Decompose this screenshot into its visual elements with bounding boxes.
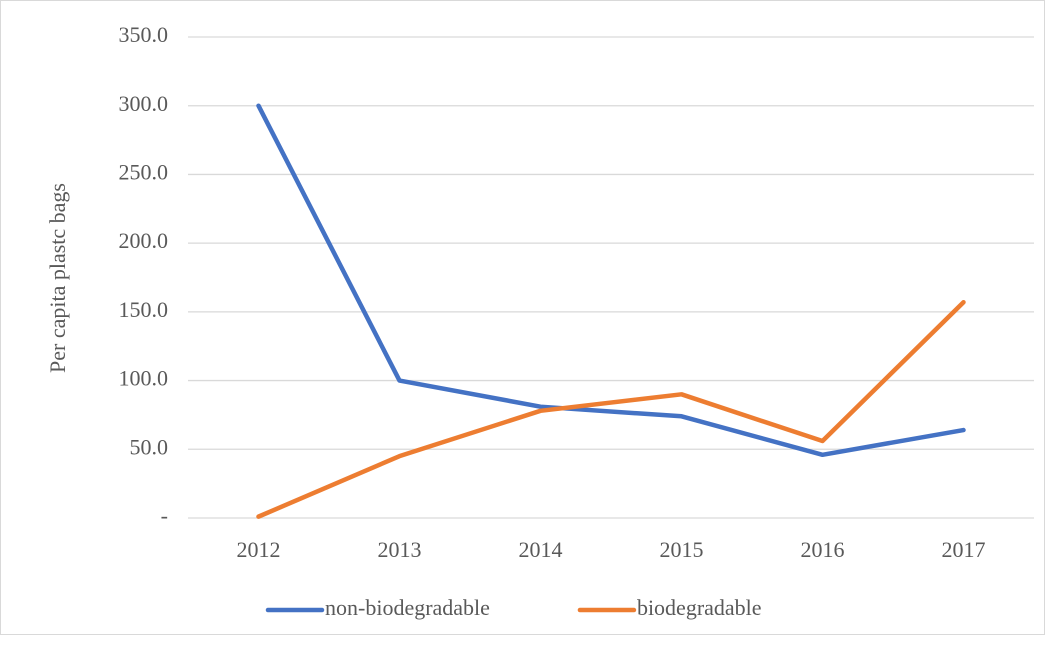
x-tick-label: 2015 bbox=[660, 537, 704, 562]
x-tick-label: 2017 bbox=[942, 537, 986, 562]
line-series bbox=[256, 299, 966, 519]
y-tick-label: 300.0 bbox=[119, 91, 169, 116]
x-tick-label: 2012 bbox=[237, 537, 281, 562]
legend-label: non-biodegradable bbox=[325, 595, 490, 620]
y-tick-label: 150.0 bbox=[119, 297, 169, 322]
y-tick-label: 250.0 bbox=[119, 159, 169, 184]
y-axis-label: Per capita plastc bags bbox=[45, 183, 70, 373]
y-tick-label: 200.0 bbox=[119, 228, 169, 253]
y-tick-label: 100.0 bbox=[119, 366, 169, 391]
y-tick-label: - bbox=[161, 503, 168, 528]
line-series bbox=[256, 103, 966, 458]
x-tick-label: 2013 bbox=[378, 537, 422, 562]
y-tick-label: 350.0 bbox=[119, 22, 169, 47]
legend-label: biodegradable bbox=[637, 595, 762, 620]
y-tick-label: 50.0 bbox=[130, 434, 169, 459]
x-tick-label: 2016 bbox=[801, 537, 845, 562]
x-tick-label: 2014 bbox=[519, 537, 563, 562]
